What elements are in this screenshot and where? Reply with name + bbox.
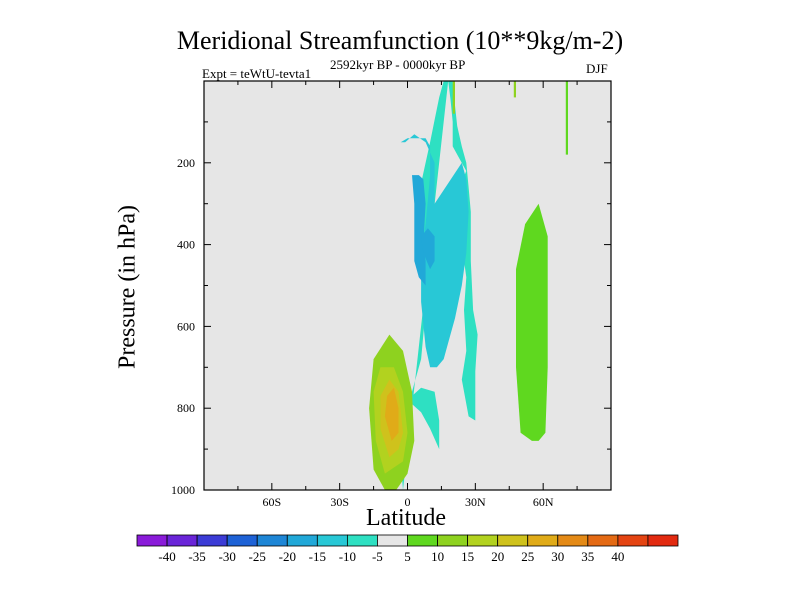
colorbar-swatch [557,534,589,547]
colorbar-label: -40 [158,549,175,564]
colorbar-swatch [286,534,318,547]
colorbar-label: 10 [431,549,444,564]
contour-cell-7 [565,81,568,155]
colorbar-label: 15 [461,549,474,564]
colorbar-label: -15 [309,549,326,564]
y-tick-label: 800 [177,401,195,415]
contour-cell-3 [412,175,426,286]
x-tick-label: 60N [533,495,554,509]
colorbar-label: 25 [521,549,534,564]
x-tick-label: 0 [405,495,411,509]
colorbar-swatch [497,534,529,547]
colorbar-label: -10 [339,549,356,564]
colorbar-swatch [196,534,228,547]
colorbar-swatch [407,534,438,547]
colorbar-label: 30 [551,549,564,564]
colorbar-label: -30 [219,549,236,564]
contour-cell-11 [384,387,399,441]
colorbar-swatch [226,534,258,547]
colorbar-swatch [377,534,408,547]
x-tick-label: 30S [330,495,349,509]
y-tick-label: 1000 [171,483,195,497]
colorbar-swatch [527,534,559,547]
colorbar-label: -25 [249,549,266,564]
colorbar-label: -5 [372,549,383,564]
contour-cell-0 [400,81,478,490]
y-tick-label: 200 [177,156,195,170]
colorbar-swatch [136,534,168,547]
colorbar-swatch [437,534,469,547]
y-tick-label: 400 [177,238,195,252]
contour-cell-6 [513,81,516,98]
contour-cell-12 [516,203,548,441]
colorbar-label: 40 [611,549,624,564]
colorbar-swatch [256,534,288,547]
colorbar-label: 5 [404,549,411,564]
colorbar-label: -35 [188,549,205,564]
contour-cell-4 [421,228,435,270]
colorbar-label: 20 [491,549,504,564]
colorbar-swatch [617,534,649,547]
contour-cell-2 [400,134,469,368]
contour-cells [369,81,568,490]
colorbar-swatch [587,534,619,547]
season-label: DJF [586,61,608,76]
colorbar-swatch [316,534,348,547]
colorbar-swatch [647,534,679,547]
colorbar-label: 35 [581,549,594,564]
x-tick-label: 60S [262,495,281,509]
colorbar-swatch [467,534,499,547]
experiment-label: Expt = teWtU-tevta1 [202,66,312,81]
x-axis-label: Latitude [366,505,446,531]
x-tick-label: 30N [465,495,486,509]
colorbar-label: -20 [279,549,296,564]
contour-cell-1 [407,387,440,450]
chart-title: Meridional Streamfunction (10**9kg/m-2) [176,26,624,55]
colorbar-swatch [346,534,378,547]
contour-cell-5 [452,81,455,114]
period-label: 2592kyr BP - 0000kyr BP [330,57,466,72]
colorbar-swatch [166,534,198,547]
axis-ticks: 60S 30S 0 30N 60N 200 400 600 800 1000 [171,81,611,509]
y-tick-label: 600 [177,319,195,333]
colorbar: -40 -35 -30 -25 -20 -15 -10 -5 5 10 15 20 25 30 35 40 [136,534,679,564]
